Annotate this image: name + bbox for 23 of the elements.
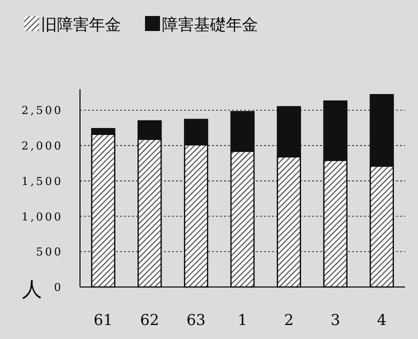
- legend-label: 障害基礎年金: [162, 15, 258, 34]
- y-axis-title: 人: [22, 277, 42, 301]
- y-tick-label: 500: [36, 246, 63, 259]
- x-tick-label: 62: [140, 311, 160, 329]
- x-tick-label: 2: [284, 311, 294, 329]
- y-tick-label: 0: [54, 281, 63, 294]
- legend-label: 旧障害年金: [41, 15, 121, 34]
- bar: [276, 106, 302, 158]
- y-tick-label: 2,000: [22, 140, 63, 153]
- bar: [184, 118, 208, 146]
- x-tick-label: 1: [238, 311, 248, 329]
- bar: [370, 94, 394, 167]
- x-tick-label: 63: [186, 311, 206, 329]
- x-tick-label: 3: [330, 311, 340, 329]
- y-tick-label: 1,000: [22, 210, 63, 224]
- bar: [230, 111, 255, 152]
- y-tick-label: 2,500: [22, 104, 63, 118]
- bar: [91, 128, 116, 135]
- x-tick-label: 61: [94, 311, 113, 329]
- bar: [323, 100, 348, 162]
- x-tick-label: 4: [377, 311, 387, 329]
- y-tick-label: 1,500: [22, 174, 63, 188]
- bar: [138, 120, 162, 140]
